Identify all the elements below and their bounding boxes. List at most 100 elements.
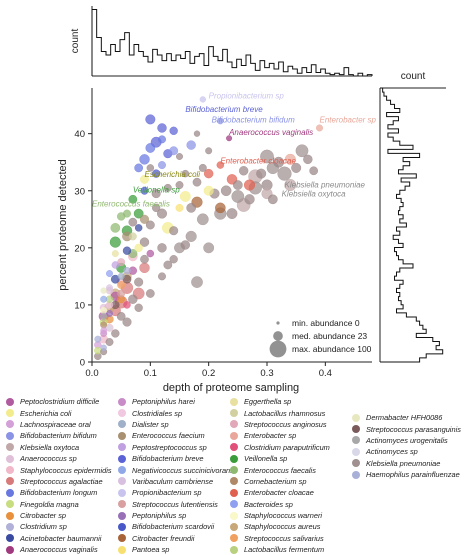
y-axis-label: percent proteome detected bbox=[57, 159, 69, 290]
legend-label: Propionibacterium sp bbox=[132, 488, 202, 498]
data-point bbox=[94, 335, 102, 343]
data-point bbox=[111, 250, 119, 258]
species-legend: Peptoclostridium difficile Escherichia co… bbox=[6, 396, 472, 554]
chart-figure: 0.0 0.1 0.2 0.3 0.4 0 10 20 30 40 Propionibacteri… bbox=[57, 6, 446, 394]
x-tick-label: 0.2 bbox=[202, 368, 215, 379]
scatter-points bbox=[94, 96, 323, 361]
background-point bbox=[122, 317, 132, 327]
data-point bbox=[123, 301, 131, 309]
background-point bbox=[232, 180, 243, 190]
data-point bbox=[175, 203, 184, 212]
background-point bbox=[198, 163, 207, 172]
legend-label: Clostridium sp bbox=[20, 522, 67, 532]
right-hist-count-label: count bbox=[401, 71, 426, 82]
data-point bbox=[284, 179, 297, 192]
data-point bbox=[110, 223, 121, 233]
legend-swatch bbox=[352, 425, 360, 434]
legend-swatch bbox=[6, 431, 14, 440]
legend-swatch bbox=[6, 466, 14, 475]
point-annotation: Enterobacter cloacae bbox=[220, 156, 296, 165]
legend-swatch bbox=[230, 397, 238, 406]
legend-item: Streptococcus agalactiae bbox=[6, 476, 112, 487]
background-point bbox=[140, 254, 149, 264]
legend-label: Lachnospiraceae oral bbox=[20, 419, 91, 429]
data-point bbox=[106, 324, 113, 332]
legend-swatch bbox=[6, 454, 14, 463]
background-point bbox=[157, 243, 167, 253]
legend-swatch bbox=[6, 522, 14, 531]
legend-label: Lactobacillus fermentum bbox=[244, 545, 325, 555]
legend-item: Cornebacterium sp bbox=[230, 476, 330, 487]
data-point bbox=[215, 202, 226, 214]
legend-label: Streptococcus parasanguinis bbox=[366, 424, 461, 434]
point-annotation: Bifidobacterium bifidum bbox=[212, 115, 295, 124]
legend-swatch bbox=[6, 488, 14, 497]
top-histogram bbox=[91, 6, 373, 77]
data-point bbox=[140, 174, 149, 184]
legend-label: Streptococcus lutentiensis bbox=[132, 499, 218, 509]
legend-item: Escherichia coli bbox=[6, 407, 112, 418]
data-point bbox=[203, 185, 214, 196]
legend-swatch bbox=[230, 443, 238, 452]
data-point bbox=[109, 236, 121, 248]
legend-label: Escherichia coli bbox=[20, 408, 72, 418]
point-annotation: Klebsiella pneumoniae bbox=[285, 180, 366, 189]
data-point bbox=[134, 243, 143, 252]
legend-swatch bbox=[230, 409, 238, 418]
legend-swatch bbox=[118, 500, 126, 509]
data-point bbox=[117, 289, 126, 298]
data-point bbox=[199, 96, 206, 103]
x-axis-label: depth of proteome sampling bbox=[163, 382, 299, 394]
point-annotation: Veillonella sp bbox=[133, 185, 180, 194]
data-point bbox=[117, 280, 126, 289]
legend-item: Peptoclostridium difficile bbox=[6, 396, 112, 407]
background-point bbox=[151, 189, 161, 199]
legend-item: Varibaculum cambriense bbox=[118, 476, 234, 487]
legend-swatch bbox=[6, 477, 14, 486]
background-point bbox=[180, 240, 191, 250]
legend-swatch bbox=[230, 488, 238, 497]
data-point bbox=[139, 262, 150, 274]
data-point bbox=[260, 149, 274, 164]
background-point bbox=[303, 154, 313, 165]
background-point bbox=[163, 183, 172, 192]
data-point bbox=[106, 284, 113, 292]
legend-label: Haemophilus parainfluenzae bbox=[366, 470, 460, 480]
legend-item: Peptoniphilus harei bbox=[118, 396, 234, 407]
legend-item: Enterobacter cloacae bbox=[230, 487, 330, 498]
data-point bbox=[197, 213, 209, 226]
size-legend: min. abundance 0 med. abundance 23 max. ab… bbox=[269, 318, 372, 358]
data-point bbox=[179, 191, 191, 202]
legend-label: Clostridiales sp bbox=[132, 408, 183, 418]
legend-label: Pantoea sp bbox=[132, 545, 170, 555]
legend-swatch bbox=[118, 522, 126, 531]
data-point bbox=[133, 208, 144, 219]
legend-swatch bbox=[118, 466, 126, 475]
legend-item: Anaerococcus vaginalis bbox=[6, 544, 112, 555]
background-point bbox=[145, 289, 155, 298]
legend-swatch bbox=[230, 522, 238, 531]
legend-item: Clostridiales sp bbox=[118, 407, 234, 418]
legend-label: Bifidobacterium bifidum bbox=[20, 431, 97, 441]
legend-label: Varibaculum cambriense bbox=[132, 476, 214, 486]
data-point bbox=[145, 143, 156, 153]
legend-swatch bbox=[6, 534, 14, 543]
legend-label: Bifidobacterium scardovii bbox=[132, 522, 215, 532]
point-annotation: Anaerococcus vaginalis bbox=[228, 128, 313, 137]
y-tick-label: 20 bbox=[74, 243, 85, 254]
data-point bbox=[243, 179, 256, 191]
legend-item: Veillonella sp bbox=[230, 453, 330, 464]
background-point bbox=[128, 294, 138, 304]
background-point bbox=[226, 208, 238, 219]
right-histogram bbox=[379, 87, 446, 363]
data-point bbox=[111, 261, 120, 269]
data-point bbox=[191, 276, 203, 288]
x-tick-label: 0.3 bbox=[260, 368, 273, 379]
background-point bbox=[128, 217, 138, 227]
legend-item: Lactobacillus rhamnosus bbox=[230, 407, 330, 418]
legend-swatch bbox=[6, 511, 14, 520]
legend-swatch bbox=[6, 420, 14, 429]
background-point bbox=[146, 164, 155, 172]
background-point bbox=[205, 147, 213, 155]
legend-item: Acinetobacter baumannii bbox=[6, 533, 112, 544]
